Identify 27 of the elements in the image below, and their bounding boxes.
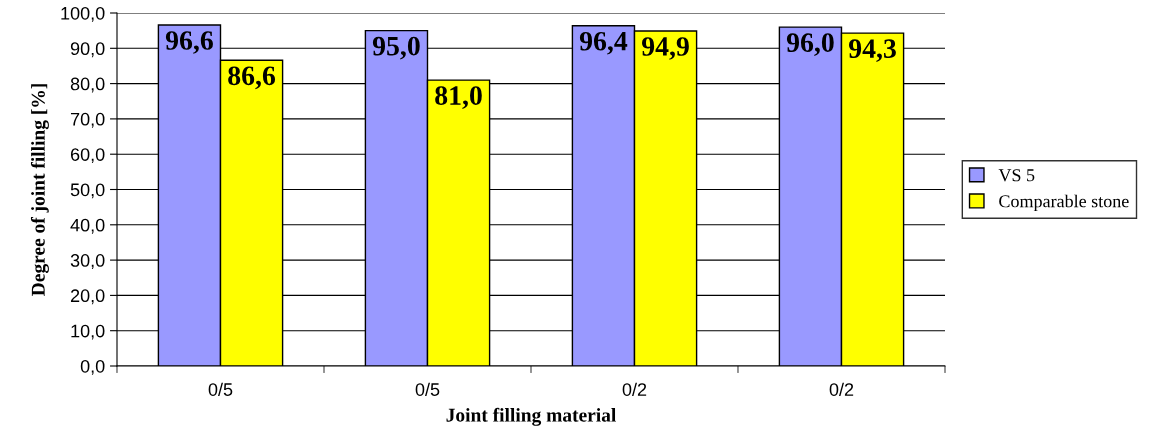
y-tick-label: 80,0 [70,77,105,93]
y-tick-label: 20,0 [70,289,105,305]
legend-label: Comparable stone [999,194,1129,212]
y-tick-label: 70,0 [70,112,105,128]
y-tick-label: 100,0 [61,6,105,22]
data-label: 96,4 [579,31,628,55]
y-tick-label: 40,0 [70,218,105,234]
y-tick-label: 60,0 [70,148,105,164]
y-tick-label: 50,0 [70,183,105,199]
x-axis-title: Joint filling material [446,407,616,426]
y-tick-label: 90,0 [70,42,105,58]
legend-label: VS 5 [998,169,1035,182]
x-tick-label: 0/5 [415,382,440,396]
y-tick-label: 10,0 [71,324,105,340]
y-tick-label: 30,0 [70,254,105,269]
data-label: 94,9 [642,37,689,60]
y-tick-label: 0,0 [80,359,105,375]
x-tick-label: 0/2 [622,382,647,396]
data-label: 86,6 [228,66,276,90]
x-tick-label: 0/5 [208,382,233,396]
y-axis-title: Degree of joint filling [%] [30,84,49,296]
data-label: 95,0 [372,36,420,60]
data-label: 94,3 [849,39,896,62]
data-label: 96,6 [165,31,213,54]
x-tick-label: 0/2 [829,382,854,396]
data-label: 81,0 [435,86,482,109]
data-label: 96,0 [786,33,834,56]
